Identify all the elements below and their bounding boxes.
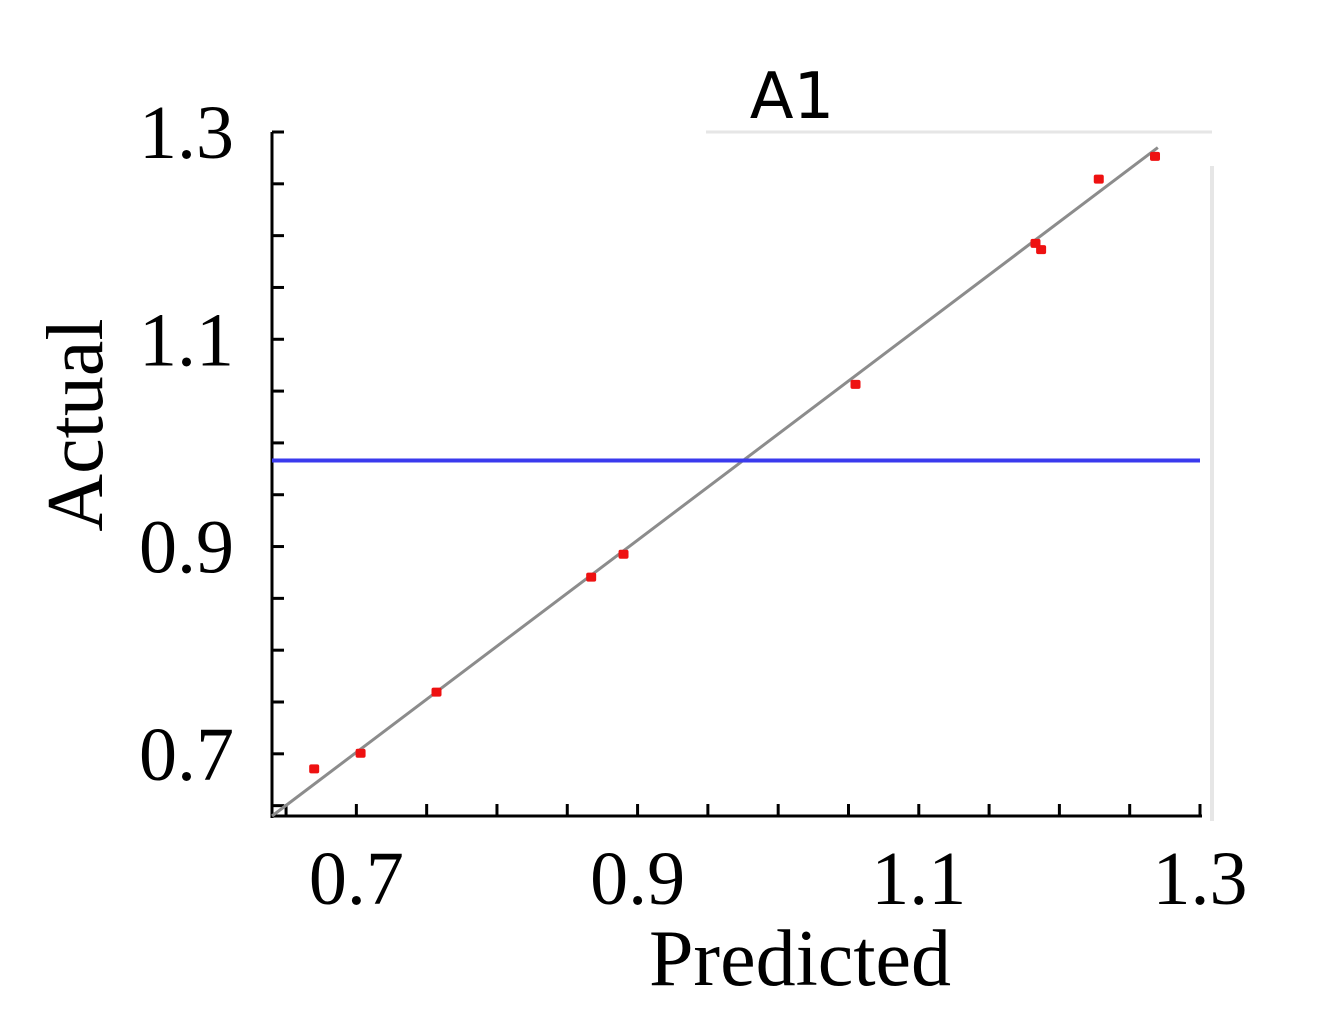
y-tick-label: 0.7 xyxy=(139,713,234,797)
data-point xyxy=(586,572,597,582)
axes: 0.7 0.9 1.1 1.3 0.7 0.9 1.1 1.3 xyxy=(139,91,1248,921)
x-tick-label: 0.7 xyxy=(309,837,404,921)
x-tick-label: 0.9 xyxy=(590,837,685,921)
y-tick-label: 0.9 xyxy=(139,506,234,590)
diagonal-reference-line xyxy=(271,146,1159,818)
data-points xyxy=(309,151,1161,774)
y-tick-label: 1.3 xyxy=(139,91,234,175)
data-point xyxy=(850,379,861,389)
chart-title: A1 xyxy=(750,60,835,134)
y-tick-label: 1.1 xyxy=(139,298,234,382)
data-point xyxy=(618,549,629,559)
x-tick-label: 1.3 xyxy=(1153,837,1248,921)
data-point xyxy=(1150,151,1161,161)
data-point xyxy=(1036,245,1047,255)
data-point xyxy=(309,764,320,774)
x-tick-label: 1.1 xyxy=(871,837,966,921)
y-axis-label: Actual xyxy=(32,318,120,531)
axis-labels: A1 Predicted Actual xyxy=(32,60,951,1003)
data-point xyxy=(1093,174,1104,184)
data-point xyxy=(355,748,366,758)
x-axis-label: Predicted xyxy=(649,915,951,1003)
reference-lines xyxy=(271,146,1200,818)
data-point xyxy=(431,687,442,697)
